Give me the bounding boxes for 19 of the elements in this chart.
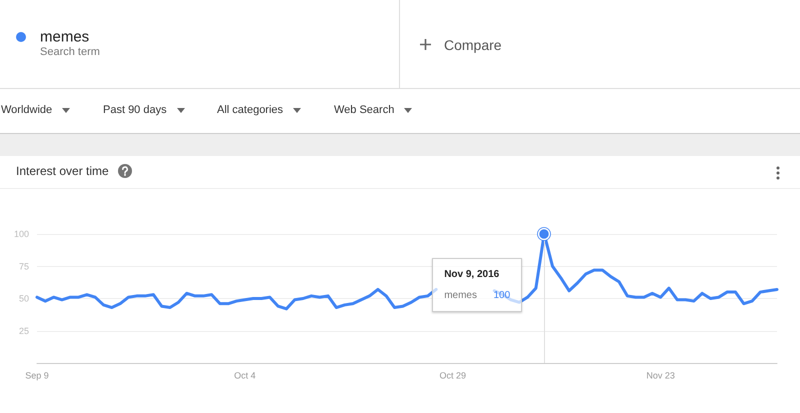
- y-tick-label: 25: [18, 326, 29, 336]
- text: Worldwide: [1, 104, 52, 116]
- text: Compare: [444, 37, 502, 53]
- y-tick-label: 50: [18, 294, 29, 304]
- y-tick-label: 75: [18, 261, 29, 272]
- x-tick-label: Oct 4: [234, 370, 256, 380]
- x-tick-label: Oct 29: [439, 370, 466, 380]
- text: Web Search: [334, 104, 394, 116]
- text: All categories: [217, 104, 284, 116]
- chart-title: Interest over time: [16, 164, 109, 178]
- text: memes: [444, 290, 477, 301]
- annotation: 100: [494, 290, 510, 301]
- text: Past 90 days: [103, 104, 167, 116]
- x-tick-label: Sep 9: [25, 370, 49, 380]
- text: Search term: [40, 46, 100, 58]
- x-tick-label: Nov 23: [646, 370, 675, 380]
- annotation: Nov 9, 2016: [444, 269, 500, 280]
- legend-label: memes: [40, 28, 90, 46]
- y-tick-label: 100: [14, 229, 29, 239]
